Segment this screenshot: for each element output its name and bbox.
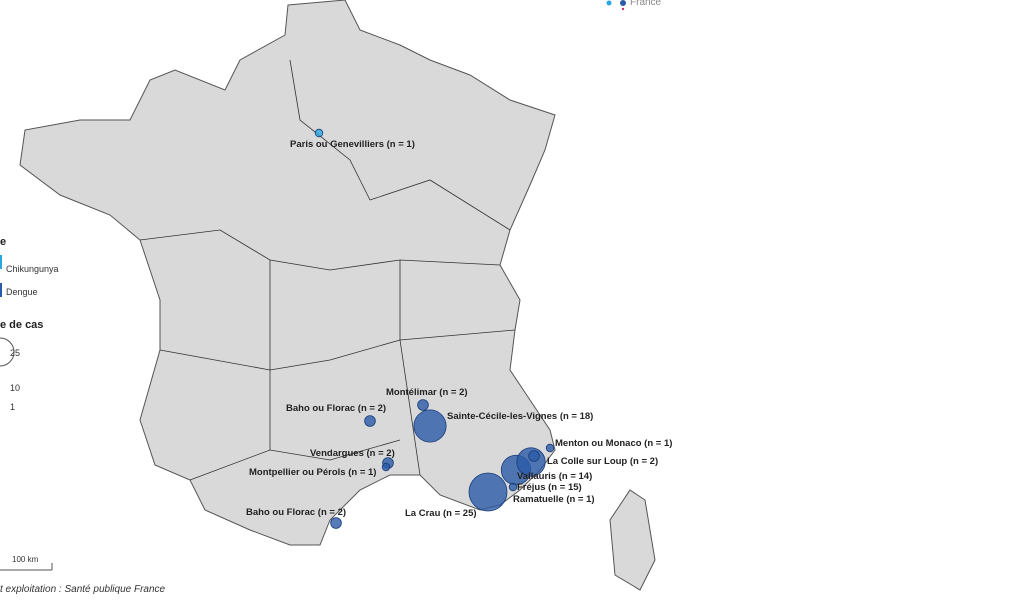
case-label: Vallauris (n = 14)	[517, 471, 593, 482]
case-label: Paris ou Genevilliers (n = 1)	[290, 139, 415, 150]
case-bubble	[545, 443, 555, 453]
legend-chikungunya: Chikungunya	[6, 264, 59, 274]
case-bubble	[508, 482, 518, 492]
case-label: Baho ou Florac (n = 2)	[246, 507, 347, 518]
france-mainland	[19, 0, 556, 546]
case-label: Menton ou Monaco (n = 1)	[555, 438, 673, 449]
case-bubble	[417, 399, 429, 411]
case-bubble	[413, 409, 447, 443]
case-bubble	[468, 472, 508, 512]
case-bubble	[364, 415, 376, 427]
case-label: Fréjus (n = 15)	[517, 482, 582, 493]
legend-type-title: e	[0, 236, 7, 248]
legend-size-25: 25	[10, 348, 21, 358]
legend-size-title: e de cas	[0, 319, 44, 331]
legend-symbols	[0, 255, 53, 571]
inset-marker	[606, 0, 626, 11]
case-bubble	[381, 462, 391, 472]
case-label: La Crau (n = 25)	[405, 508, 477, 519]
case-bubble	[330, 517, 342, 529]
case-label: Baho ou Florac (n = 2)	[286, 403, 387, 414]
corsica	[609, 489, 656, 591]
case-bubble	[314, 128, 324, 138]
case-label: Montpellier ou Pérols (n = 1)	[249, 467, 377, 478]
legend-size-10: 10	[10, 383, 21, 393]
inset-label: France	[630, 0, 662, 8]
case-label: Montélimar (n = 2)	[386, 387, 468, 398]
case-label: Ramatuelle (n = 1)	[513, 494, 595, 505]
legend-dengue: Dengue	[6, 287, 38, 297]
case-label: Sainte-Cécile-les-Vignes (n = 18)	[447, 411, 594, 422]
source-note: t exploitation : Santé publique France	[0, 584, 166, 595]
legend-size-1: 1	[10, 402, 16, 412]
case-label: Vendargues (n = 2)	[310, 448, 395, 459]
scale-bar-label: 100 km	[12, 555, 39, 564]
case-label: La Colle sur Loup (n = 2)	[547, 456, 659, 467]
case-bubble	[528, 450, 540, 462]
region-borders	[139, 59, 516, 481]
